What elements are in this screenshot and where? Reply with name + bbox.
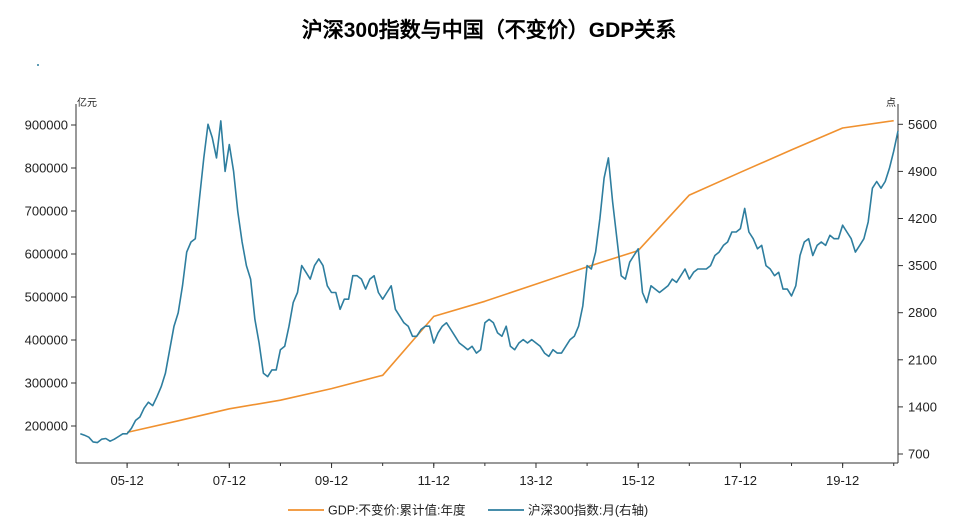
right-axis-unit: 点 [886,97,896,109]
series-line-csi300 [80,120,899,444]
right-tick-label: 2100 [908,352,937,367]
x-tick-label: 09-12 [315,473,348,488]
axes-layer: 亿元 点 900000 800000 700000 600000 500000 400000 3… [25,96,937,488]
right-tick-label: 4200 [908,211,937,226]
stray-dot [37,64,39,66]
x-tick-label: 11-12 [418,473,450,488]
right-tick-label: 1400 [908,399,937,414]
x-tick-label: 13-12 [519,473,552,488]
left-tick-label: 600000 [25,247,68,262]
left-tick-label: 200000 [25,419,68,434]
right-tick-label: 3500 [908,258,937,273]
x-tick-label: 17-12 [724,473,757,488]
left-tick-label: 500000 [25,290,68,305]
left-tick-label: 900000 [25,118,68,133]
series-line-gdp [126,119,894,434]
right-tick-label: 4900 [908,164,937,179]
left-axis-unit: 亿元 [77,96,97,109]
x-tick-label: 05-12 [110,473,143,488]
chart-title: 沪深300指数与中国（不变价）GDP关系 [301,19,677,42]
legend: GDP:不变价:累计值:年度 沪深300指数:月(右轴) [288,503,648,518]
series-layer [80,119,899,444]
right-tick-label: 700 [908,447,930,462]
left-tick-label: 400000 [25,333,68,348]
left-tick-label: 300000 [25,376,68,391]
legend-label-gdp: GDP:不变价:累计值:年度 [328,503,466,518]
left-tick-label: 800000 [25,161,68,176]
x-tick-label: 19-12 [826,473,859,488]
left-tick-label: 700000 [25,204,68,219]
x-tick-label: 07-12 [213,473,246,488]
right-tick-label: 2800 [908,305,937,320]
x-tick-label: 15-12 [622,473,655,488]
legend-label-csi300: 沪深300指数:月(右轴) [528,503,648,518]
right-tick-label: 5600 [908,117,937,132]
